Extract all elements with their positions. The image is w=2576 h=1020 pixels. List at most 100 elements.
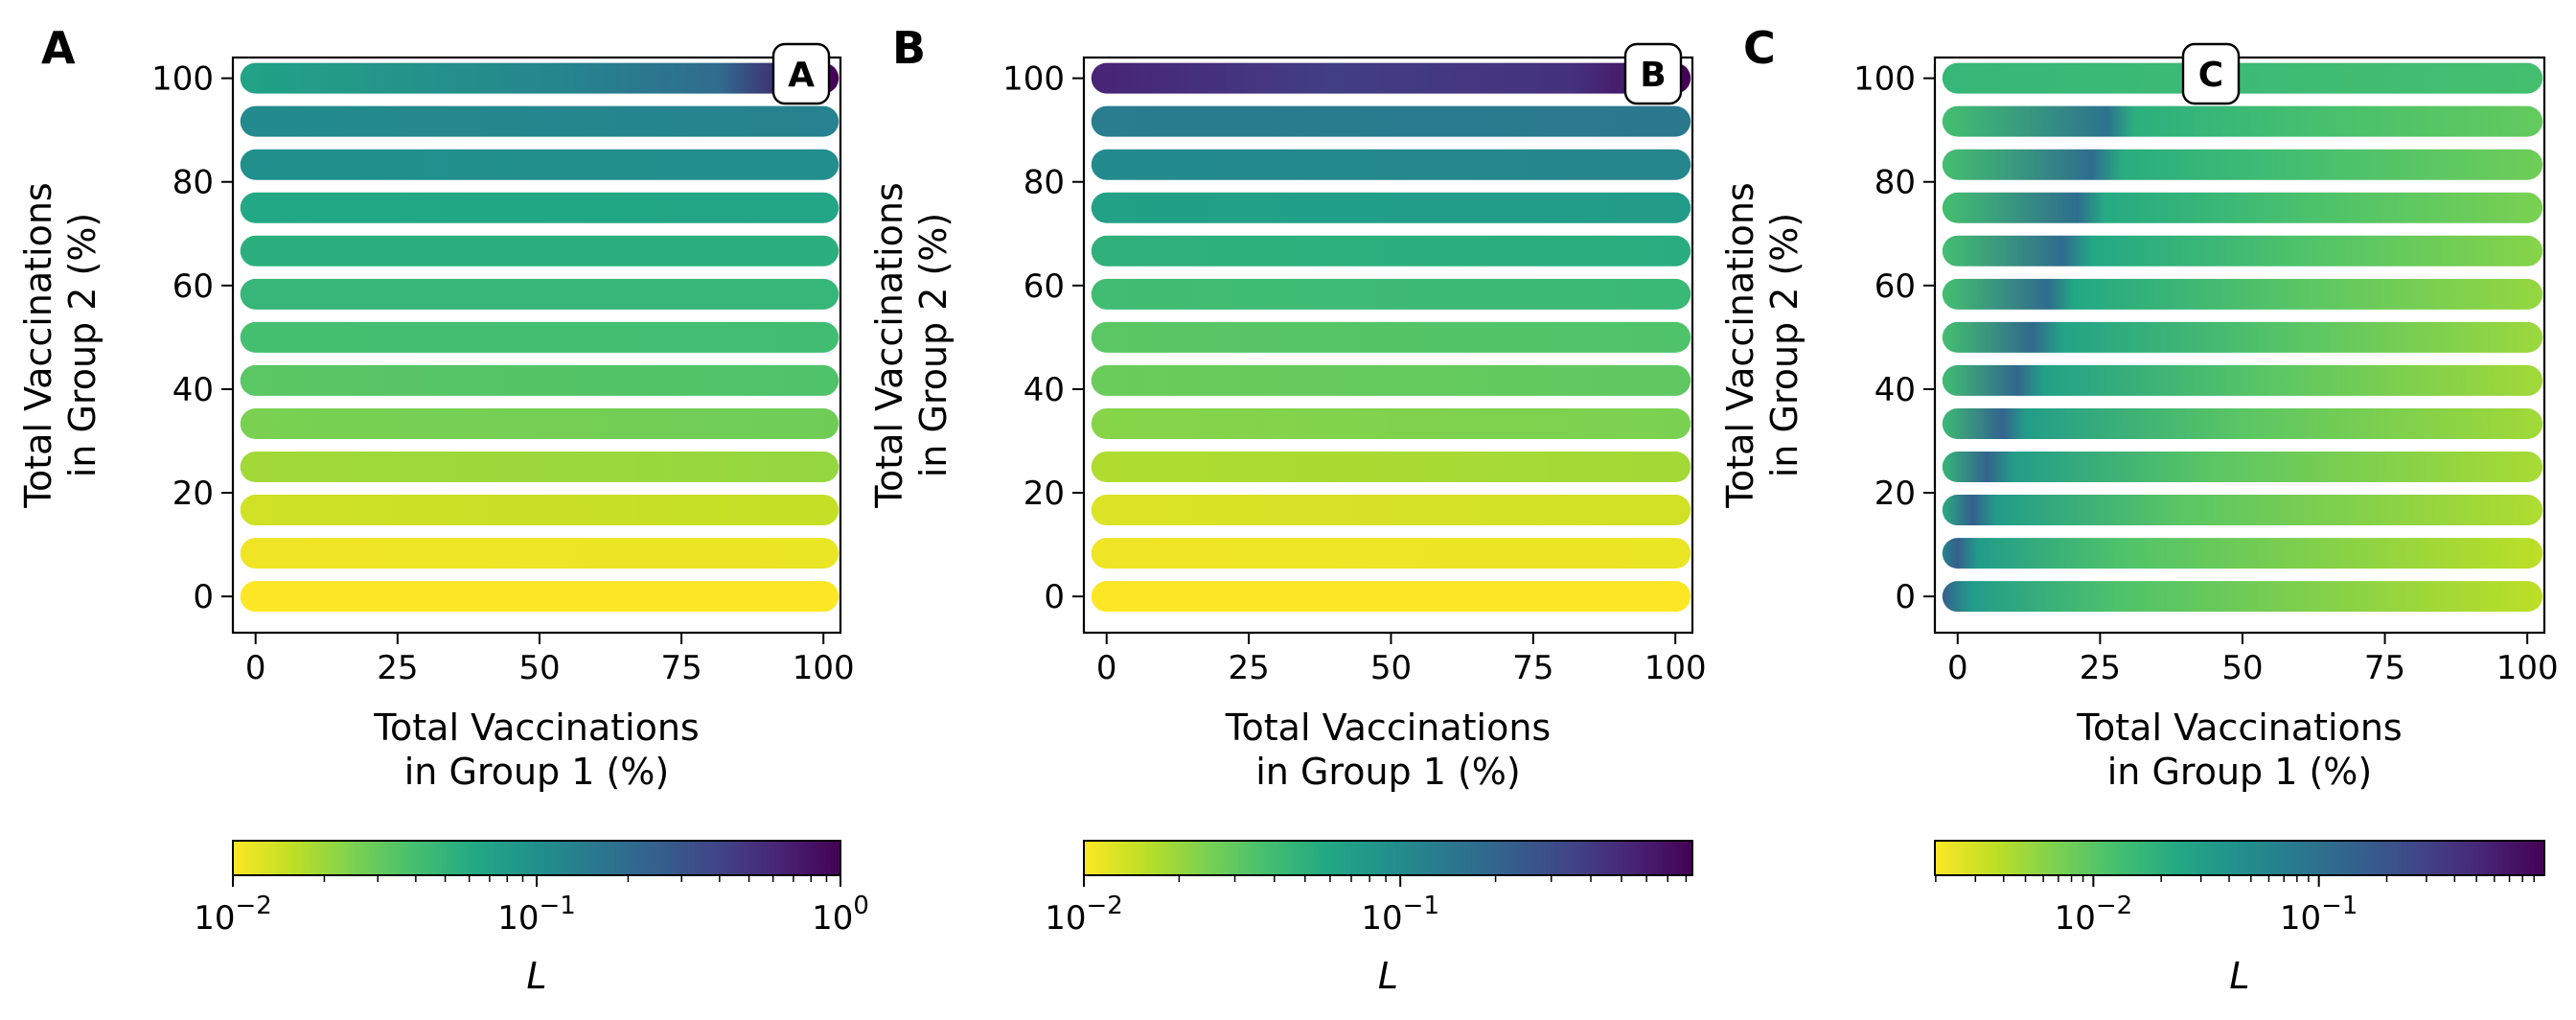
marker-row-4 [240, 408, 840, 439]
marker-row-5 [1091, 364, 1691, 396]
marker-row-1 [1091, 538, 1691, 569]
y-tick-label: 80 [172, 164, 214, 202]
panel-badge [2181, 42, 2241, 105]
x-tick-label: 75 [2364, 649, 2405, 687]
marker-row-8 [1091, 235, 1691, 267]
marker-row-10 [240, 149, 840, 180]
y-tick-label: 0 [1044, 578, 1065, 616]
y-axis-label: Total Vaccinations [1719, 182, 1761, 508]
marker-row-5 [240, 364, 840, 396]
marker-row-0 [1942, 581, 2543, 613]
marker-row-0 [1091, 581, 1691, 613]
x-tick-label: 0 [1947, 649, 1968, 687]
marker-row-6 [1091, 321, 1691, 353]
y-tick-label: 60 [1024, 267, 1065, 306]
colorbar [232, 840, 841, 876]
y-tick-label: 40 [172, 371, 214, 409]
panel-letter: C [1743, 22, 1776, 74]
marker-row-1 [1942, 538, 2543, 569]
panel-badge [1623, 42, 1683, 105]
x-tick-label: 50 [1370, 649, 1412, 687]
marker-row-6 [240, 321, 840, 353]
x-axis-label: in Group 1 (%) [2107, 751, 2373, 793]
x-axis-label: Total Vaccinations [373, 707, 699, 749]
x-tick-label: 25 [1228, 649, 1269, 687]
colorbar-tick-label: 10−2 [194, 892, 272, 938]
marker-row-9 [240, 192, 840, 223]
marker-row-5 [1942, 364, 2543, 396]
marker-row-7 [1942, 278, 2543, 310]
y-tick-label: 20 [1874, 475, 1916, 513]
panel-badge-text: B [1640, 56, 1666, 95]
marker-row-7 [240, 278, 840, 310]
marker-row-1 [240, 538, 840, 569]
y-tick-label: 100 [151, 60, 214, 99]
panel-c: 0 25 50 75 100 0 20 40 60 80 100 Total Vaccinations… [1719, 22, 2559, 997]
x-tick-label: 0 [1096, 649, 1117, 687]
axes-frame [1082, 56, 1694, 635]
y-tick-label: 100 [1002, 60, 1065, 99]
colorbar-tick-label: 10−1 [1361, 892, 1439, 938]
y-tick-label: 80 [1874, 164, 1916, 202]
marker-row-6 [1942, 321, 2543, 353]
colorbar-tick-label: 10−1 [497, 892, 576, 938]
x-axis-label: in Group 1 (%) [1255, 751, 1521, 793]
x-tick-label: 100 [2496, 649, 2559, 687]
marker-row-8 [1942, 235, 2543, 267]
y-tick-label: 40 [1024, 371, 1065, 409]
y-tick-label: 100 [1853, 60, 1916, 99]
y-tick-label: 40 [1874, 371, 1916, 409]
x-tick-label: 50 [2221, 649, 2263, 687]
colorbar-label: L [526, 955, 546, 997]
y-tick-label: 20 [1024, 475, 1065, 513]
marker-row-2 [240, 495, 840, 526]
x-tick-label: 0 [245, 649, 266, 687]
marker-row-10 [1091, 149, 1691, 180]
panel-badge-text: A [788, 56, 815, 95]
panel-badge [771, 42, 831, 105]
panel-letter: A [41, 22, 76, 74]
marker-row-0 [240, 581, 840, 613]
colorbar [1083, 840, 1693, 876]
colorbar-label: L [1378, 955, 1398, 997]
x-tick-label: 25 [377, 649, 418, 687]
colorbar-label: L [2229, 955, 2249, 997]
panel-letter: B [892, 22, 926, 74]
x-axis-label: in Group 1 (%) [404, 751, 670, 793]
y-tick-label: 0 [193, 578, 214, 616]
marker-row-3 [240, 452, 840, 483]
colorbar-tick-label: 10−2 [1045, 892, 1123, 938]
y-axis-label: in Group 2 (%) [1763, 213, 1806, 478]
axes-frame [231, 56, 842, 635]
marker-row-3 [1091, 452, 1691, 483]
marker-row-7 [1091, 278, 1691, 310]
marker-row-4 [1091, 408, 1691, 439]
y-axis-label: Total Vaccinations [17, 182, 59, 508]
x-axis-label: Total Vaccinations [2076, 707, 2402, 749]
panel-a: 0 25 50 75 100 0 20 40 60 80 100 Total Vaccinations… [17, 22, 869, 997]
colorbar [1934, 840, 2545, 876]
panel-b: 0 25 50 75 100 0 20 40 60 80 100 Total Vaccinations… [868, 22, 1707, 997]
y-axis-label: in Group 2 (%) [912, 213, 954, 478]
y-axis-label: in Group 2 (%) [61, 213, 104, 478]
marker-row-9 [1091, 192, 1691, 223]
marker-row-10 [1942, 149, 2543, 180]
marker-row-2 [1091, 495, 1691, 526]
marker-row-12 [1091, 62, 1691, 94]
marker-row-12 [240, 62, 840, 94]
panel-badge-text: C [2198, 56, 2223, 95]
x-tick-label: 100 [1644, 649, 1707, 687]
x-tick-label: 75 [1512, 649, 1553, 687]
y-tick-label: 60 [172, 267, 214, 306]
x-tick-label: 50 [518, 649, 560, 687]
y-axis-label: Total Vaccinations [868, 182, 910, 508]
marker-row-4 [1942, 408, 2543, 439]
y-tick-label: 80 [1024, 164, 1065, 202]
marker-row-2 [1942, 495, 2543, 526]
y-tick-label: 20 [172, 475, 214, 513]
colorbar-tick-label: 10−1 [2280, 892, 2358, 938]
colorbar-tick-label: 10−2 [2055, 892, 2133, 938]
y-tick-label: 0 [1895, 578, 1916, 616]
marker-row-11 [1091, 105, 1691, 137]
